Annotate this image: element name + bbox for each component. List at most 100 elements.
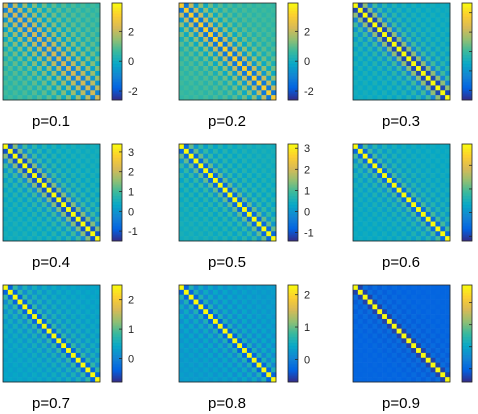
heatmap-cell <box>27 285 33 291</box>
colorbar-segment <box>288 168 298 171</box>
heatmap-cell <box>251 158 257 164</box>
heatmap-cell <box>188 22 194 28</box>
heatmap-cell <box>445 357 451 363</box>
heatmap-cell <box>179 294 185 300</box>
heatmap-cell <box>95 36 101 43</box>
heatmap-cell <box>36 299 43 305</box>
colorbar-segment <box>288 43 298 46</box>
heatmap-cell <box>377 328 383 334</box>
heatmap-cell <box>85 168 91 174</box>
heatmap-cell <box>80 299 86 305</box>
colorbar-segment <box>112 363 122 366</box>
heatmap-cell <box>85 197 91 203</box>
heatmap-cell <box>56 27 62 33</box>
heatmap-cell <box>391 85 397 91</box>
colorbar-segment <box>288 207 298 210</box>
heatmap-cell <box>425 202 431 208</box>
heatmap-cell <box>208 309 214 315</box>
heatmap-cell <box>435 314 441 320</box>
heatmap-cell <box>271 22 277 28</box>
heatmap-cell <box>227 168 233 174</box>
heatmap-cell <box>406 46 412 52</box>
heatmap-cell <box>80 372 86 378</box>
heatmap-cell <box>256 182 262 188</box>
heatmap-cell <box>70 294 77 300</box>
heatmap-cell <box>188 221 194 227</box>
heatmap-cell <box>425 17 431 23</box>
heatmap-cell <box>183 85 189 91</box>
heatmap-cell <box>32 226 38 232</box>
heatmap-cell <box>261 192 267 198</box>
heatmap-cell <box>188 367 194 373</box>
heatmap-cell <box>217 51 223 57</box>
heatmap-cell <box>271 61 277 67</box>
heatmap-cell <box>95 90 101 96</box>
heatmap-cell <box>401 66 407 72</box>
heatmap-cell <box>246 177 253 184</box>
colorbar-segment <box>288 351 298 354</box>
heatmap-cell <box>386 187 393 193</box>
heatmap-cell <box>411 7 417 13</box>
heatmap-cell <box>70 36 77 43</box>
colorbar-segment <box>288 62 298 64</box>
colorbar-segment <box>288 336 298 339</box>
colorbar-segment <box>112 231 122 234</box>
colorbar-segment <box>462 174 472 177</box>
heatmap-cell <box>271 12 277 18</box>
heatmap-cell <box>227 27 233 33</box>
colorbar-segment <box>112 48 122 51</box>
colorbar-segment <box>288 327 298 330</box>
colorbar-segment <box>288 4 298 7</box>
heatmap-cell <box>242 221 248 227</box>
heatmap-cell <box>56 61 62 67</box>
heatmap-cell <box>440 153 446 159</box>
heatmap-cell <box>32 207 38 213</box>
heatmap-cell <box>32 211 38 218</box>
heatmap-cell <box>357 367 363 373</box>
colorbar-segment <box>288 219 298 222</box>
heatmap-cell <box>217 22 223 28</box>
heatmap-cell <box>41 357 47 363</box>
heatmap-cell <box>353 226 359 232</box>
heatmap-cell <box>85 27 91 33</box>
heatmap-cell <box>416 357 422 363</box>
heatmap-cell <box>198 352 204 359</box>
colorbar-segment <box>462 357 472 360</box>
heatmap-cell <box>372 27 378 33</box>
colorbar-segment <box>112 321 122 324</box>
heatmap-cell <box>212 177 219 184</box>
heatmap-cell <box>237 95 243 101</box>
heatmap-cell <box>242 177 248 184</box>
heatmap-cell <box>227 318 233 325</box>
colorbar-segment <box>112 162 122 165</box>
heatmap-cell <box>46 304 52 310</box>
heatmap-cell <box>7 36 13 43</box>
heatmap-cell <box>377 90 383 96</box>
heatmap-cell <box>32 304 38 310</box>
heatmap-cell <box>208 372 214 378</box>
heatmap-cell <box>188 168 194 174</box>
heatmap-cell <box>41 163 47 169</box>
heatmap-cell <box>61 173 67 179</box>
colorbar-segment <box>288 372 298 375</box>
colorbar-segment <box>288 68 298 70</box>
colorbar-segment <box>462 237 472 240</box>
heatmap-cell <box>227 304 233 310</box>
heatmap-cell <box>41 27 47 33</box>
colorbar-segment <box>112 150 122 152</box>
colorbar-segment <box>112 89 122 92</box>
heatmap-cell <box>66 318 72 325</box>
heatmap-cell <box>396 41 402 47</box>
heatmap-cell <box>61 163 67 169</box>
heatmap-cell <box>435 304 441 310</box>
heatmap-cell <box>435 22 441 28</box>
heatmap-cell <box>80 75 86 81</box>
heatmap-cell <box>198 289 204 295</box>
colorbar-segment <box>112 46 122 49</box>
heatmap-cell <box>12 90 18 96</box>
colorbar-segment <box>112 297 122 299</box>
colorbar-segment <box>112 171 122 174</box>
colorbar-segment <box>112 66 122 69</box>
colorbar-tick-label: -1 <box>304 228 314 240</box>
heatmap-cell <box>425 177 431 184</box>
